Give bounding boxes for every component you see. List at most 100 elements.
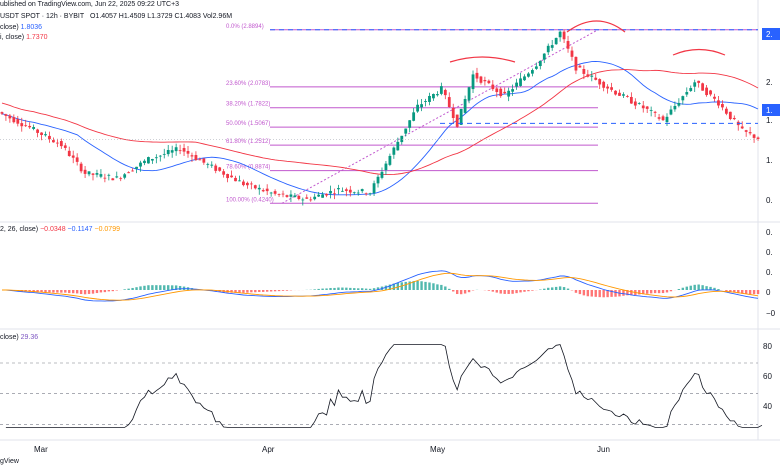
candle-down — [55, 142, 59, 144]
price-axis-label: 2. — [766, 78, 773, 87]
macd-histogram-bar — [653, 290, 657, 294]
macd-histogram-bar — [543, 288, 546, 290]
candle-up — [123, 174, 127, 178]
macd-histogram-bar — [329, 287, 332, 290]
macd-hist-value: −0.0348 — [40, 226, 66, 233]
candle-down — [443, 89, 447, 96]
time-axis-label: Apr — [262, 445, 275, 454]
annotations — [0, 20, 758, 140]
macd-histogram-bar — [147, 285, 150, 290]
candle-down — [586, 74, 590, 77]
candle-up — [669, 109, 673, 115]
macd-histogram-bar — [60, 290, 63, 293]
macd-histogram-bar — [566, 288, 570, 290]
symbol-row: USDT SPOT · 12h · BYBIT O1.4057 H1.4509 … — [0, 13, 232, 20]
candle-down — [633, 101, 637, 106]
candle-down — [344, 189, 348, 191]
macd-axis-label: −0 — [766, 309, 776, 318]
macd-histogram-bar — [436, 284, 439, 290]
macd-histogram-bar — [273, 290, 277, 292]
macd-histogram-bar — [578, 290, 582, 295]
macd-histogram-bar — [661, 290, 665, 294]
candle-down — [198, 159, 202, 161]
candle-down — [234, 177, 237, 182]
candle-down — [348, 189, 352, 193]
macd-histogram-bar — [364, 288, 368, 290]
macd-histogram-bar — [396, 282, 400, 290]
candle-down — [752, 134, 756, 138]
macd-histogram-bar — [384, 285, 388, 290]
candle-up — [135, 166, 138, 169]
candle-up — [380, 171, 384, 178]
macd-histogram-bar — [107, 290, 111, 292]
macd-histogram-bar — [547, 287, 550, 290]
macd-histogram-bar — [317, 288, 320, 290]
candle-up — [538, 60, 542, 67]
candle-down — [273, 191, 277, 194]
candle-down — [598, 79, 602, 85]
candle-up — [154, 157, 158, 159]
macd-histogram-bar — [87, 290, 91, 294]
candle-down — [75, 157, 79, 162]
published-line: ublished on TradingView.com, Jun 22, 202… — [0, 1, 180, 8]
macd-histogram-bar — [32, 290, 35, 292]
candle-down — [602, 81, 606, 88]
candle-down — [297, 195, 301, 199]
macd-histogram-bar — [701, 285, 704, 290]
macd-histogram-bar — [123, 289, 126, 290]
macd-histogram-bar — [111, 290, 114, 292]
candle-up — [210, 164, 214, 166]
candle-up — [519, 78, 522, 86]
macd-histogram-bar — [713, 287, 716, 290]
macd-histogram-bar — [341, 287, 344, 290]
macd-histogram-bar — [741, 290, 744, 294]
candle-down — [653, 111, 657, 113]
macd-histogram-bar — [36, 290, 39, 293]
macd-histogram-bar — [345, 287, 348, 290]
candle-down — [253, 185, 257, 189]
fib-level-label: 78.60% (0.8874) — [226, 165, 270, 171]
macd-histogram-bar — [744, 290, 748, 295]
candle-up — [150, 159, 154, 161]
macd-histogram-bar — [424, 281, 427, 290]
candle-down — [325, 193, 328, 196]
candle-up — [95, 173, 99, 175]
candle-down — [222, 171, 226, 175]
macd-histogram-bar — [467, 290, 471, 293]
candle-up — [665, 116, 669, 123]
macd-histogram-bar — [602, 290, 605, 298]
candle-up — [554, 37, 558, 45]
macd-histogram-bar — [388, 284, 392, 290]
fib-level-label: 38.20% (1.7822) — [226, 102, 270, 108]
candle-up — [467, 87, 471, 101]
macd-histogram-bar — [507, 290, 510, 294]
rsi-value: 29.36 — [20, 334, 39, 341]
candle-down — [483, 80, 487, 82]
macd-histogram-bar — [155, 285, 158, 290]
candle-down — [71, 155, 75, 158]
candle-up — [257, 187, 261, 190]
macd-histogram-bar — [511, 290, 514, 294]
candle-up — [238, 180, 241, 182]
macd-histogram-bar — [519, 290, 522, 293]
ma-legend-2: i, close) 1.7370 — [0, 34, 48, 41]
candle-up — [693, 82, 697, 87]
candle-down — [610, 87, 613, 90]
candle-down — [242, 181, 245, 186]
candle-down — [202, 158, 206, 163]
candle-down — [562, 31, 566, 40]
candle-up — [622, 94, 625, 96]
candle-down — [606, 86, 610, 89]
macd-histogram-bar — [606, 290, 609, 298]
macd-histogram-bar — [103, 290, 107, 293]
candle-down — [499, 88, 503, 97]
candle-down — [40, 132, 43, 135]
candle-down — [48, 135, 51, 140]
candle-down — [626, 96, 629, 97]
rsi-axis-label: 80 — [763, 342, 772, 351]
macd-histogram-bar — [642, 290, 645, 295]
candle-down — [744, 130, 748, 132]
candle-up — [673, 105, 677, 110]
macd-histogram-bar — [167, 285, 170, 290]
